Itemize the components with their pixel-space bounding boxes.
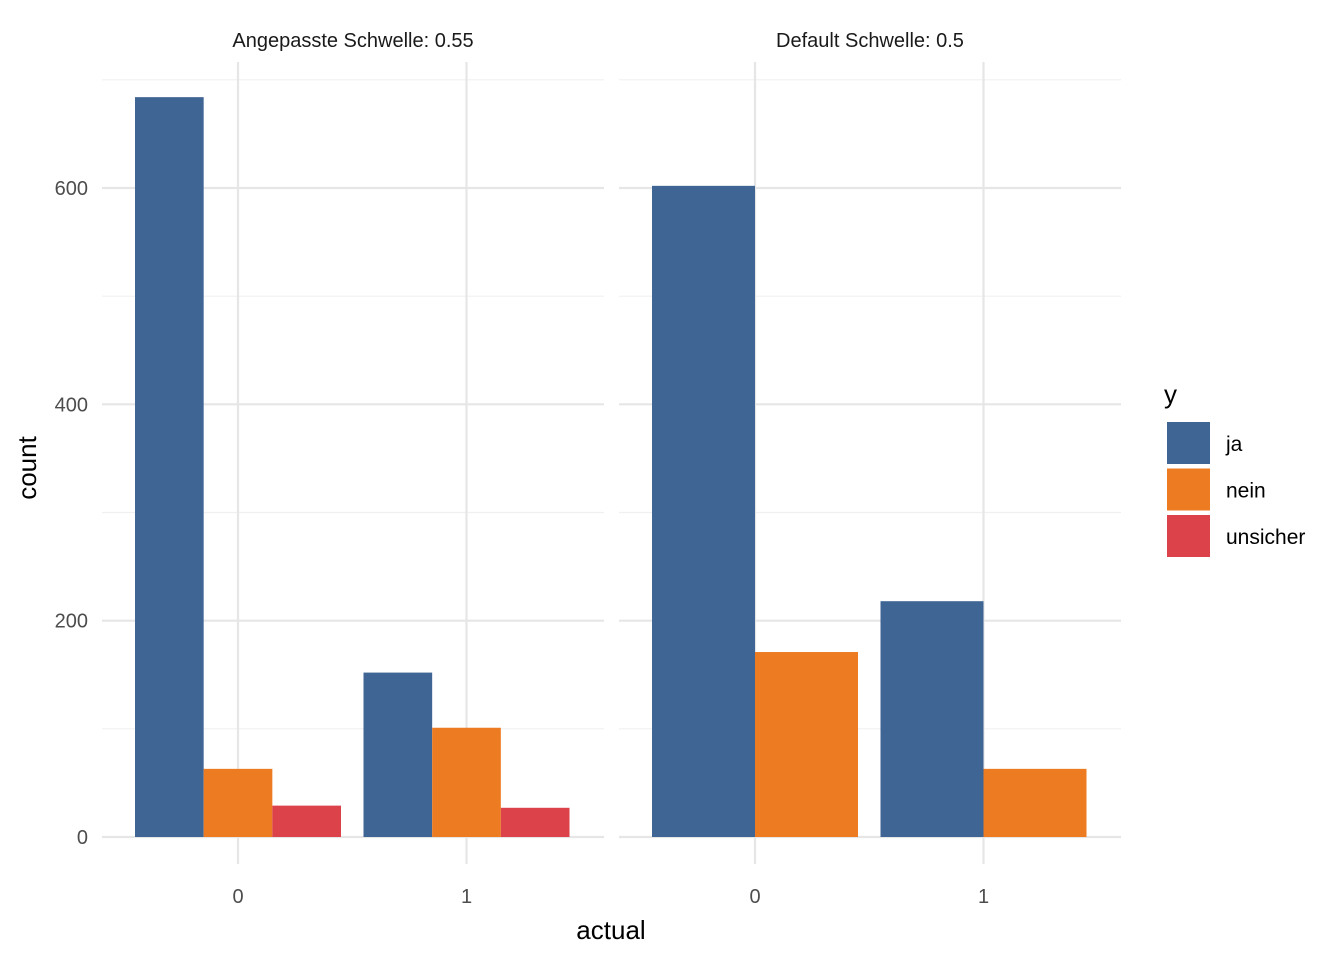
x-tick-label-panel-1-1: 1	[461, 886, 472, 908]
legend-label-nein: nein	[1226, 480, 1266, 503]
bar-panel-1-unsicher-actual-0	[272, 805, 341, 837]
label-layer: 0 1 Angepasste Schwelle: 0.55 0 1 Default Sch…	[55, 30, 989, 908]
y-tick-label-0: 0	[77, 827, 88, 849]
bar-panel-1-ja-actual-0	[135, 97, 204, 837]
x-tick-label-panel-1-0: 0	[232, 886, 243, 908]
legend-entries: ja nein unsicher	[1167, 422, 1305, 557]
legend-swatch-nein	[1167, 468, 1210, 511]
bar-panel-1-unsicher-actual-1	[500, 807, 570, 837]
bar-panel-1-nein-actual-1	[432, 727, 501, 837]
bar-panel-2-nein-actual-0	[755, 652, 858, 837]
bar-panel-1-nein-actual-0	[203, 768, 273, 837]
bar-layer	[135, 97, 1087, 837]
legend-label-ja: ja	[1225, 433, 1243, 456]
legend-label-unsicher: unsicher	[1226, 526, 1305, 549]
bar-panel-2-nein-actual-1	[983, 768, 1087, 837]
legend-title: y	[1164, 379, 1177, 409]
x-tick-label-panel-2-1: 1	[978, 886, 989, 908]
x-tick-label-panel-2-0: 0	[749, 886, 760, 908]
bar-panel-2-ja-actual-1	[880, 601, 984, 837]
y-tick-label-600: 600	[55, 178, 88, 200]
bar-panel-2-ja-actual-0	[652, 185, 755, 837]
x-axis-title: actual	[576, 915, 645, 945]
bar-panel-1-ja-actual-1	[363, 672, 433, 837]
y-axis-title: count	[12, 435, 42, 499]
facet-title-panel-2: Default Schwelle: 0.5	[776, 30, 964, 52]
facet-title-panel-1: Angepasste Schwelle: 0.55	[232, 30, 473, 52]
y-tick-label-200: 200	[55, 611, 88, 633]
legend: y ja nein unsicher	[1164, 379, 1305, 557]
legend-swatch-unsicher	[1167, 515, 1210, 557]
legend-swatch-ja	[1167, 422, 1210, 464]
y-tick-label-400: 400	[55, 394, 88, 416]
